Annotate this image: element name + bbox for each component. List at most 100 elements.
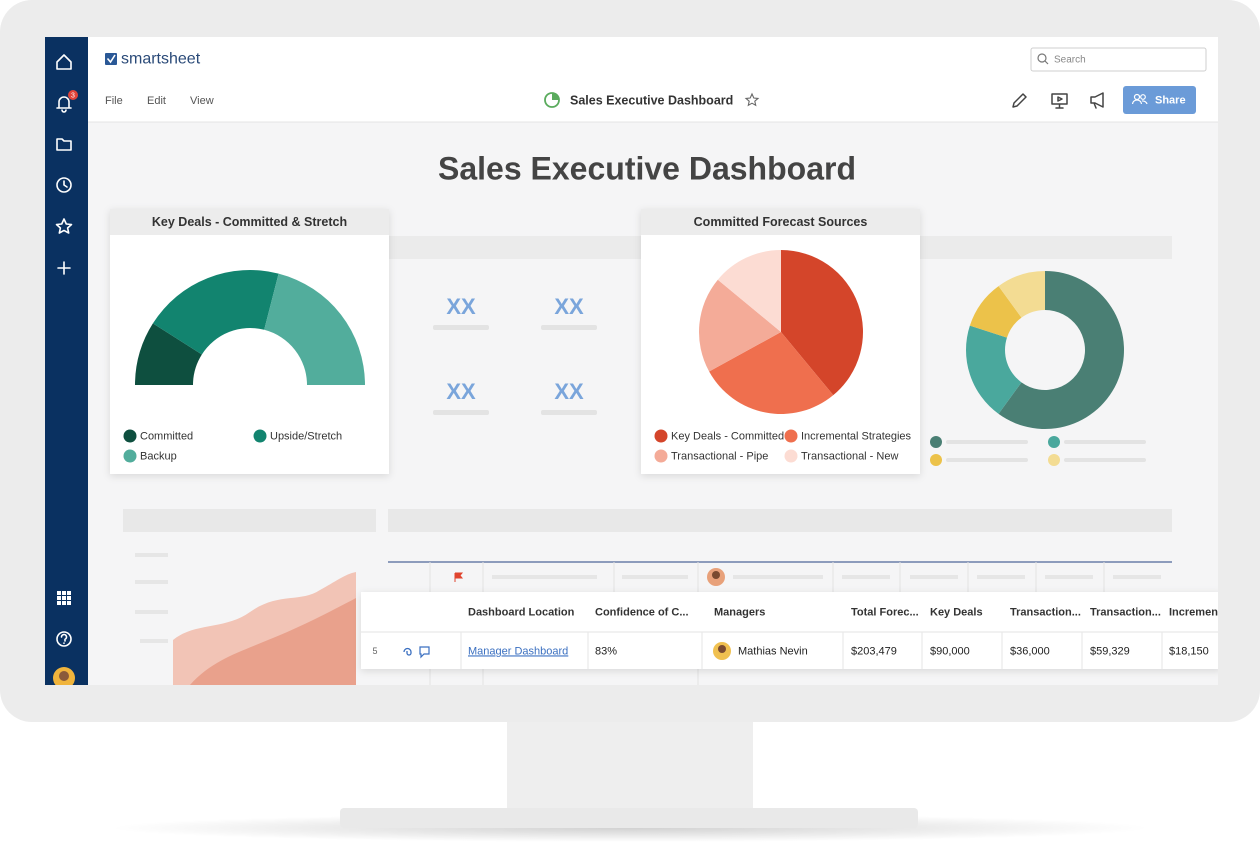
pie-segment — [717, 250, 781, 332]
column-header: Managers — [714, 606, 765, 618]
user-avatar[interactable] — [53, 667, 75, 689]
menu-item[interactable]: View — [190, 95, 214, 107]
share-button[interactable]: Share — [1123, 86, 1196, 114]
cell: 83% — [595, 645, 617, 657]
monitor-base — [340, 808, 918, 828]
menu-item[interactable]: File — [105, 95, 123, 107]
widgets: Key Deals - Committed & Stretch Committed… — [110, 209, 1146, 474]
pie-segment — [709, 332, 834, 414]
donut-segment — [998, 271, 1045, 318]
area-chart-thumbnail — [135, 553, 356, 685]
legend-label: Transactional - New — [801, 450, 898, 462]
widget-header-bar — [388, 509, 1172, 532]
widget-header-bar — [920, 236, 1172, 259]
legend-swatch — [784, 429, 798, 443]
widget-title: Key Deals - Committed & Stretch — [152, 215, 347, 229]
apps-icon[interactable] — [57, 591, 71, 605]
row-number: 5 — [372, 646, 377, 656]
menu-item[interactable]: Edit — [147, 95, 166, 107]
metric-value: XX — [446, 379, 476, 404]
cell: $203,479 — [851, 645, 897, 657]
legend-swatch — [253, 429, 267, 443]
legend-swatch — [930, 436, 942, 448]
legend-label: Key Deals - Committed — [671, 430, 784, 442]
cell: $36,000 — [1010, 645, 1050, 657]
recents-icon[interactable] — [56, 177, 72, 193]
legend-swatch — [930, 454, 942, 466]
metric-label-placeholder — [433, 410, 489, 415]
donut-segment — [966, 325, 1022, 414]
create-icon[interactable] — [57, 261, 71, 275]
cell-link[interactable]: Manager Dashboard — [468, 645, 568, 657]
metric-label-placeholder — [541, 325, 597, 330]
cell: $18,150 — [1169, 645, 1209, 657]
favorites-icon[interactable] — [55, 218, 73, 234]
notifications-icon[interactable]: 3 — [56, 90, 78, 113]
legend-swatch — [654, 429, 668, 443]
donut-segment — [969, 286, 1022, 338]
pie-widget: Committed Forecast Sources Key Deals - Co… — [641, 209, 920, 474]
widget-header-bar — [123, 509, 376, 532]
notification-count: 3 — [71, 92, 75, 99]
logo: smartsheet — [105, 51, 201, 68]
widget-title: Committed Forecast Sources — [694, 215, 868, 229]
legend-label-placeholder — [946, 458, 1028, 462]
legend-label: Backup — [140, 450, 177, 462]
legend-label: Incremental Strategies — [801, 430, 912, 442]
gauge-segment — [152, 269, 279, 355]
legend-label: Transactional - Pipe — [671, 450, 768, 462]
present-icon[interactable] — [1051, 93, 1068, 109]
metric-value: XX — [554, 379, 584, 404]
pie-segment — [781, 250, 863, 396]
gauge-segment — [264, 273, 365, 385]
publish-icon[interactable] — [1090, 92, 1104, 109]
legend-label-placeholder — [1064, 458, 1146, 462]
help-icon[interactable] — [56, 631, 72, 647]
column-header: Incremen — [1169, 606, 1218, 618]
share-label: Share — [1155, 94, 1186, 106]
search-box[interactable]: Search — [1030, 47, 1207, 72]
sheet-title: Sales Executive Dashboard — [570, 93, 733, 107]
column-header: Total Forec... — [851, 606, 919, 618]
search-placeholder: Search — [1054, 55, 1086, 66]
sheet-table: Dashboard Location Confidence of C... Mana… — [361, 592, 1218, 669]
menu-bar: File Edit View — [105, 95, 214, 107]
metric-placeholders: XX XX XX XX — [433, 294, 597, 415]
table-card — [361, 592, 1218, 669]
column-header: Key Deals — [930, 606, 983, 618]
edit-icon[interactable] — [1012, 93, 1027, 108]
widget-header — [110, 209, 389, 235]
dashboard-title: Sales Executive Dashboard — [438, 150, 856, 186]
cell: $59,329 — [1090, 645, 1130, 657]
home-icon[interactable] — [56, 54, 72, 70]
metric-label-placeholder — [541, 410, 597, 415]
legend-swatch — [1048, 436, 1060, 448]
cell: Mathias Nevin — [738, 645, 808, 657]
manager-avatar — [713, 642, 731, 660]
legend-label-placeholder — [946, 440, 1028, 444]
screen: 3 smartsheet Search File Edit View — [45, 37, 1218, 689]
legend-swatch — [784, 449, 798, 463]
favorite-star[interactable] — [744, 92, 760, 107]
cell: $90,000 — [930, 645, 970, 657]
donut-widget — [930, 271, 1146, 466]
legend-label: Upside/Stretch — [270, 430, 342, 442]
widget-header — [641, 209, 920, 235]
row-icons[interactable] — [403, 646, 430, 659]
metric-value: XX — [446, 294, 476, 319]
sheet-title-group: Sales Executive Dashboard — [544, 92, 760, 108]
legend-label: Committed — [140, 430, 193, 442]
legend-swatch — [123, 429, 137, 443]
column-dividers — [460, 632, 1163, 669]
pie-segment — [698, 279, 781, 372]
column-header: Transaction... — [1090, 606, 1161, 618]
legend-swatch — [123, 449, 137, 463]
column-header: Transaction... — [1010, 606, 1081, 618]
column-header: Confidence of C... — [595, 606, 689, 618]
legend-label-placeholder — [1064, 440, 1146, 444]
metric-label-placeholder — [433, 325, 489, 330]
folder-icon[interactable] — [56, 138, 72, 151]
metric-value: XX — [554, 294, 584, 319]
column-header: Dashboard Location — [468, 606, 575, 618]
